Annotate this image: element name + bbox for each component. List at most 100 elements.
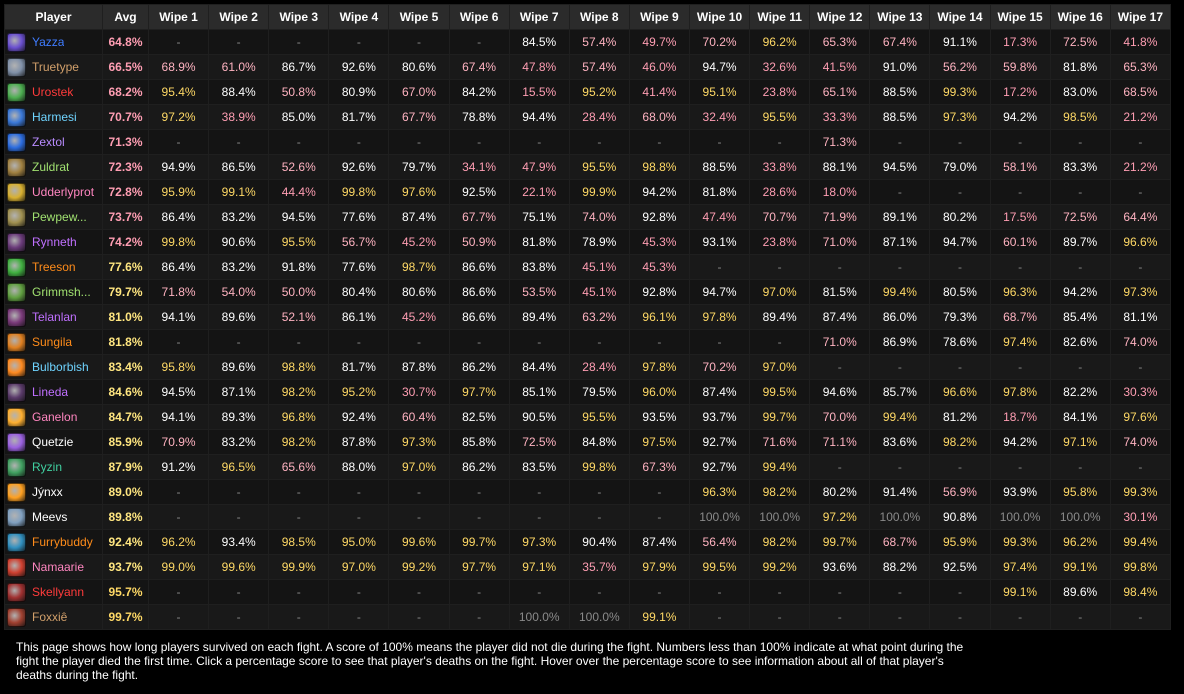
wipe-score[interactable]: 78.9%	[568, 229, 630, 255]
wipe-score[interactable]: 99.1%	[208, 179, 270, 205]
wipe-score[interactable]: 70.2%	[688, 354, 751, 380]
player-name-link[interactable]: Treeson	[32, 260, 76, 274]
wipe-score[interactable]: 95.2%	[568, 79, 630, 105]
wipe-score[interactable]: 80.6%	[388, 54, 450, 80]
wipe-score[interactable]: 96.5%	[208, 454, 270, 480]
wipe-score[interactable]: 99.3%	[929, 79, 991, 105]
wipe-score[interactable]: 98.2%	[749, 479, 811, 505]
wipe-score[interactable]: 72.5%	[1049, 204, 1111, 230]
wipe-score[interactable]: 77.6%	[328, 204, 390, 230]
wipe-score[interactable]: 96.2%	[749, 29, 811, 55]
wipe-score[interactable]: 17.3%	[989, 29, 1051, 55]
wipe-score[interactable]: 93.7%	[688, 404, 751, 430]
wipe-score[interactable]: 45.1%	[568, 279, 630, 305]
wipe-score[interactable]: 74.0%	[1109, 329, 1172, 355]
wipe-score[interactable]: 94.7%	[688, 54, 751, 80]
wipe-score[interactable]: 32.4%	[688, 104, 751, 130]
wipe-score[interactable]: 84.2%	[448, 79, 510, 105]
wipe-score[interactable]: 75.1%	[508, 204, 570, 230]
wipe-score[interactable]: 57.4%	[568, 54, 630, 80]
wipe-score[interactable]: 94.7%	[929, 229, 991, 255]
player-name-link[interactable]: Namaarie	[32, 560, 85, 574]
wipe-score[interactable]: 94.5%	[869, 154, 931, 180]
wipe-score[interactable]: 89.4%	[749, 304, 811, 330]
wipe-score[interactable]: 91.1%	[929, 29, 991, 55]
wipe-score[interactable]: 67.7%	[448, 204, 510, 230]
wipe-score[interactable]: 15.5%	[508, 79, 570, 105]
col-header-wipe-4[interactable]: Wipe 4	[328, 4, 390, 30]
col-header-wipe-7[interactable]: Wipe 7	[508, 4, 570, 30]
wipe-score[interactable]: 95.8%	[1049, 479, 1111, 505]
wipe-score[interactable]: 45.3%	[628, 254, 690, 280]
col-header-wipe-2[interactable]: Wipe 2	[208, 4, 270, 30]
wipe-score[interactable]: 64.4%	[1109, 204, 1172, 230]
wipe-score[interactable]: 99.7%	[749, 404, 811, 430]
wipe-score[interactable]: 60.4%	[388, 404, 450, 430]
wipe-score[interactable]: 95.9%	[147, 179, 210, 205]
wipe-score[interactable]: 87.4%	[809, 304, 871, 330]
wipe-score[interactable]: 87.4%	[388, 204, 450, 230]
wipe-score[interactable]: 90.6%	[208, 229, 270, 255]
col-header-player[interactable]: Player	[4, 4, 103, 30]
wipe-score[interactable]: 97.3%	[508, 529, 570, 555]
wipe-score[interactable]: 98.2%	[268, 379, 330, 405]
wipe-score[interactable]: 92.6%	[328, 154, 390, 180]
wipe-score[interactable]: 79.7%	[388, 154, 450, 180]
wipe-score[interactable]: 92.6%	[328, 54, 390, 80]
wipe-score[interactable]: 96.1%	[628, 304, 690, 330]
wipe-score[interactable]: 63.2%	[568, 304, 630, 330]
wipe-score[interactable]: 98.5%	[268, 529, 330, 555]
wipe-score[interactable]: 92.7%	[688, 429, 751, 455]
wipe-score[interactable]: 95.5%	[268, 229, 330, 255]
wipe-score[interactable]: 94.2%	[1049, 279, 1111, 305]
col-header-wipe-5[interactable]: Wipe 5	[388, 4, 450, 30]
wipe-score[interactable]: 99.1%	[989, 579, 1051, 605]
wipe-score[interactable]: 87.4%	[688, 379, 751, 405]
player-name-link[interactable]: Zuldrat	[32, 160, 70, 174]
wipe-score[interactable]: 50.8%	[268, 79, 330, 105]
wipe-score[interactable]: 71.0%	[809, 329, 871, 355]
wipe-score[interactable]: 22.1%	[508, 179, 570, 205]
wipe-score[interactable]: 92.8%	[628, 279, 690, 305]
wipe-score[interactable]: 100.0%	[1049, 504, 1111, 530]
wipe-score[interactable]: 93.5%	[628, 404, 690, 430]
wipe-score[interactable]: 87.8%	[328, 429, 390, 455]
wipe-score[interactable]: 90.8%	[929, 504, 991, 530]
wipe-score[interactable]: 70.7%	[749, 204, 811, 230]
wipe-score[interactable]: 94.2%	[628, 179, 690, 205]
wipe-score[interactable]: 23.8%	[749, 79, 811, 105]
wipe-score[interactable]: 99.9%	[268, 554, 330, 580]
wipe-score[interactable]: 84.1%	[1049, 404, 1111, 430]
wipe-score[interactable]: 97.9%	[628, 554, 690, 580]
wipe-score[interactable]: 56.7%	[328, 229, 390, 255]
wipe-score[interactable]: 67.4%	[869, 29, 931, 55]
wipe-score[interactable]: 97.4%	[989, 329, 1051, 355]
wipe-score[interactable]: 97.3%	[929, 104, 991, 130]
wipe-score[interactable]: 91.4%	[869, 479, 931, 505]
wipe-score[interactable]: 92.8%	[628, 204, 690, 230]
wipe-score[interactable]: 92.5%	[929, 554, 991, 580]
wipe-score[interactable]: 94.2%	[989, 429, 1051, 455]
wipe-score[interactable]: 44.4%	[268, 179, 330, 205]
wipe-score[interactable]: 80.2%	[929, 204, 991, 230]
wipe-score[interactable]: 99.2%	[749, 554, 811, 580]
wipe-score[interactable]: 97.8%	[688, 304, 751, 330]
wipe-score[interactable]: 97.0%	[749, 354, 811, 380]
wipe-score[interactable]: 94.5%	[147, 379, 210, 405]
col-header-wipe-11[interactable]: Wipe 11	[749, 4, 811, 30]
wipe-score[interactable]: 88.5%	[869, 79, 931, 105]
wipe-score[interactable]: 97.6%	[388, 179, 450, 205]
player-name-link[interactable]: Urostek	[32, 85, 74, 99]
col-header-wipe-9[interactable]: Wipe 9	[628, 4, 690, 30]
wipe-score[interactable]: 97.7%	[448, 379, 510, 405]
wipe-score[interactable]: 41.5%	[809, 54, 871, 80]
wipe-score[interactable]: 90.4%	[568, 529, 630, 555]
col-header-wipe-6[interactable]: Wipe 6	[448, 4, 510, 30]
wipe-score[interactable]: 50.9%	[448, 229, 510, 255]
wipe-score[interactable]: 81.8%	[688, 179, 751, 205]
wipe-score[interactable]: 33.3%	[809, 104, 871, 130]
wipe-score[interactable]: 49.7%	[628, 29, 690, 55]
wipe-score[interactable]: 74.0%	[568, 204, 630, 230]
wipe-score[interactable]: 83.6%	[869, 429, 931, 455]
player-name-link[interactable]: Lineda	[32, 385, 69, 399]
